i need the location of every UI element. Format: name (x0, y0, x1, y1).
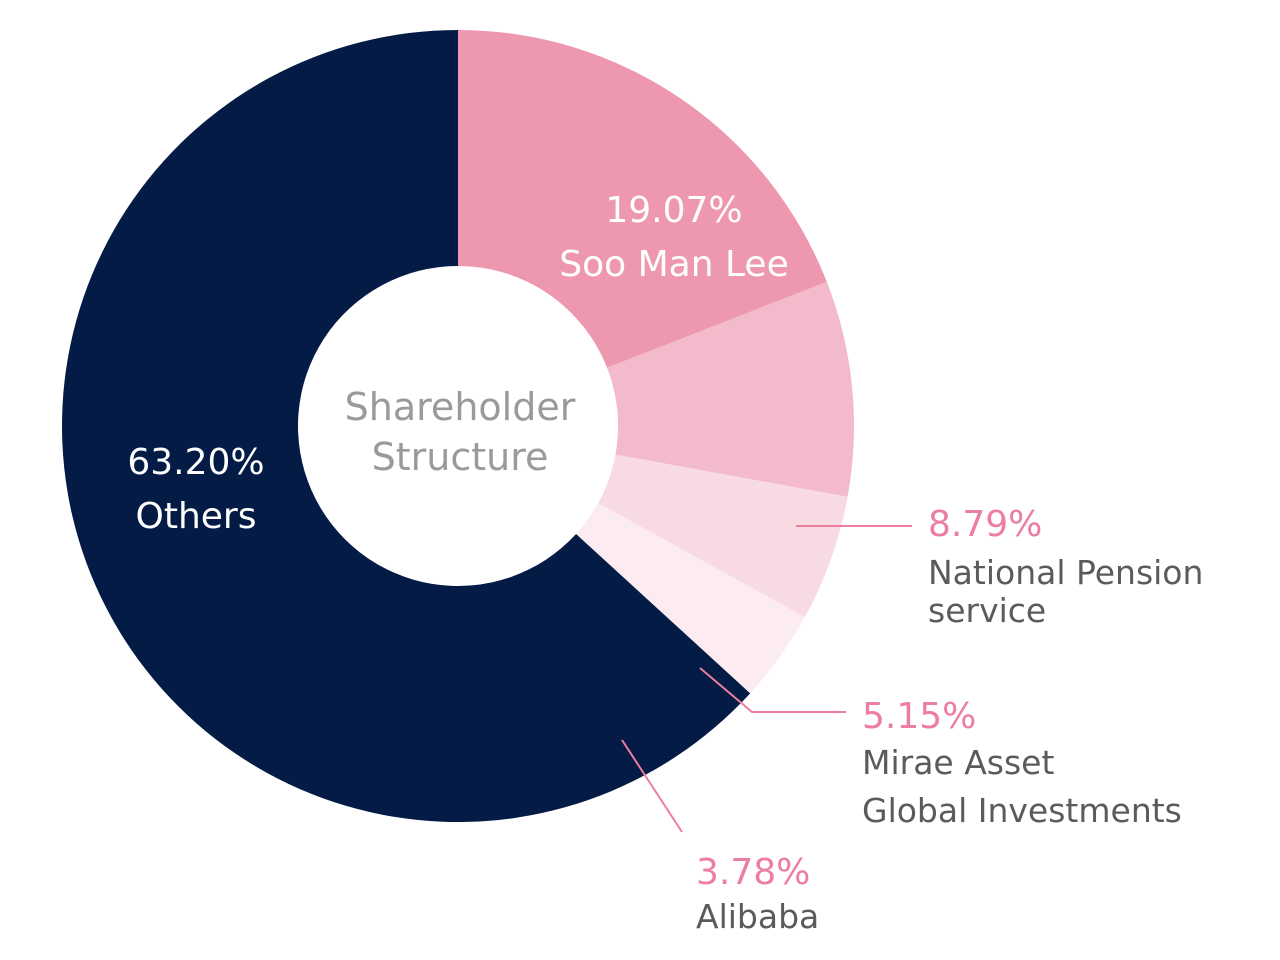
donut-slice-soo-man-lee (458, 30, 827, 368)
slice-label-name-others: Others (136, 496, 257, 537)
donut-slices (62, 30, 854, 823)
donut-slice-alibaba (576, 503, 805, 694)
slice-label-value-others: 63.20% (127, 442, 264, 483)
slice-label-value-mirae-asset: 5.15% (862, 696, 976, 737)
slice-label-name-soo-man-lee: Soo Man Lee (559, 244, 788, 285)
callout-line-alibaba (621, 739, 683, 833)
slice-label-value-national-pension: 8.79% (928, 504, 1042, 545)
slice-label-name-alibaba: Alibaba (696, 897, 819, 936)
slice-label-name-mirae-asset-1: Mirae Asset (862, 743, 1054, 782)
center-label-line-1: Shareholder (345, 385, 576, 429)
slice-label-name-mirae-asset-2: Global Investments (862, 791, 1182, 830)
center-label-line-2: Structure (372, 435, 549, 479)
donut-slice-national-pension (607, 281, 854, 497)
slice-label-name-national-pension-1: National Pension (928, 553, 1203, 592)
donut-slice-others (62, 30, 751, 823)
callout-line-mirae-asset (699, 667, 846, 713)
slice-label-name-national-pension-2: service (928, 591, 1046, 630)
slice-label-value-soo-man-lee: 19.07% (605, 190, 742, 231)
callout-lines (621, 525, 912, 833)
slice-label-value-alibaba: 3.78% (696, 852, 810, 893)
donut-slice-mirae-asset (598, 454, 848, 618)
